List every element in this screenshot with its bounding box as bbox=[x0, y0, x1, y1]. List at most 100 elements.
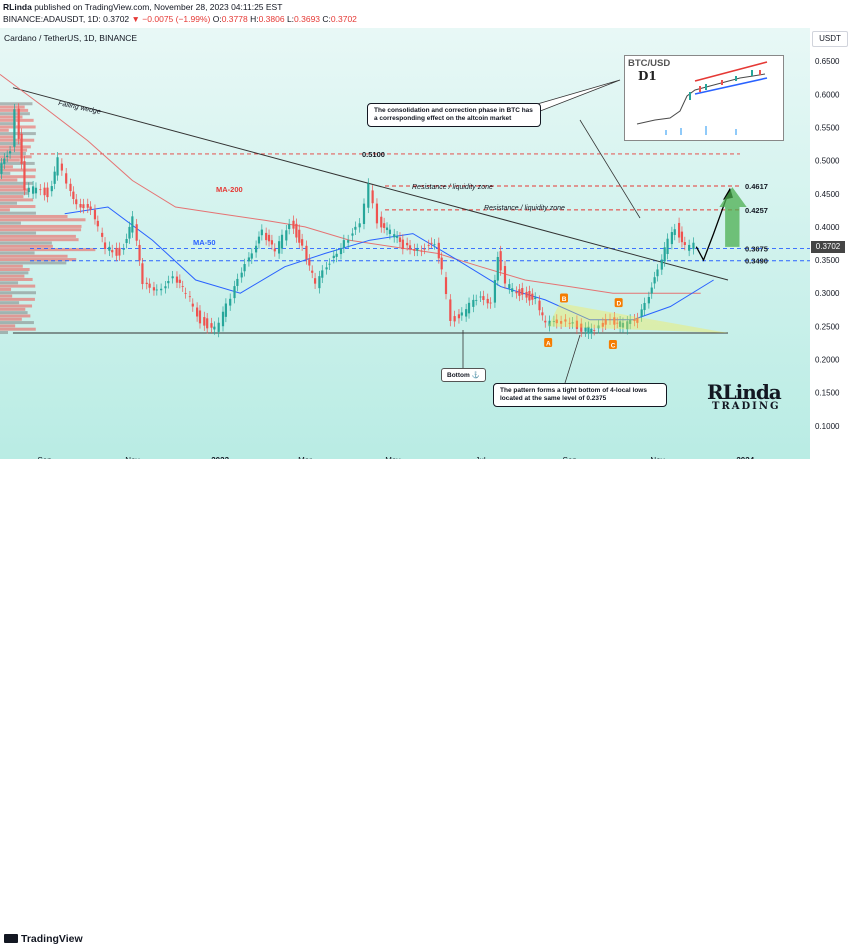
price-candle bbox=[670, 226, 673, 250]
price-candle bbox=[39, 183, 42, 196]
price-candle bbox=[683, 236, 686, 251]
candle-body bbox=[243, 264, 246, 272]
tradingview-mark-icon bbox=[4, 934, 18, 943]
inset-title: BTC/USD bbox=[628, 58, 671, 69]
price-candle bbox=[46, 182, 49, 203]
volume-profile-bar bbox=[0, 208, 10, 212]
price-candle bbox=[295, 218, 298, 243]
volume-profile-bar bbox=[0, 321, 34, 325]
candle-body bbox=[601, 322, 604, 327]
price-candle bbox=[398, 232, 402, 248]
price-candle bbox=[475, 294, 478, 306]
candle-body bbox=[34, 187, 38, 194]
candle-body bbox=[145, 282, 148, 285]
publish-header: RLinda published on TradingView.com, Nov… bbox=[0, 0, 850, 28]
candle-body bbox=[571, 322, 574, 324]
candle-body bbox=[413, 249, 416, 251]
candle-body bbox=[584, 327, 587, 332]
candle-body bbox=[53, 171, 56, 184]
price-candle bbox=[541, 307, 544, 321]
price-candle bbox=[351, 228, 354, 241]
price-candle bbox=[69, 178, 72, 197]
candle-body bbox=[206, 318, 209, 329]
price-candle bbox=[460, 307, 463, 321]
candle-body bbox=[13, 109, 16, 147]
publisher-name[interactable]: RLinda bbox=[3, 2, 32, 12]
candle-body bbox=[171, 276, 174, 279]
price-candle bbox=[135, 218, 138, 247]
candle-body bbox=[534, 297, 537, 299]
candle-body bbox=[332, 255, 335, 259]
close-value: 0.3702 bbox=[330, 14, 357, 24]
price-candle bbox=[548, 315, 551, 332]
note-pointer bbox=[579, 119, 641, 219]
price-candle bbox=[280, 229, 284, 254]
candle-body bbox=[328, 263, 331, 265]
candle-body bbox=[590, 328, 593, 334]
current-price-tag: 0.3702 bbox=[811, 240, 845, 253]
price-candle bbox=[60, 158, 63, 176]
price-candle bbox=[210, 317, 213, 334]
candle-body bbox=[280, 234, 284, 249]
inset-svg bbox=[636, 61, 768, 135]
price-candle bbox=[108, 241, 111, 257]
ma200-label: MA-200 bbox=[216, 185, 243, 194]
price-candle bbox=[188, 290, 192, 302]
volume-profile-bar bbox=[0, 254, 68, 258]
candle-body bbox=[408, 245, 412, 250]
volume-profile-bar bbox=[0, 211, 36, 215]
tradingview-logo[interactable]: TradingView bbox=[4, 933, 83, 945]
price-candle bbox=[437, 237, 440, 264]
price-candle bbox=[17, 103, 20, 145]
price-candle bbox=[440, 252, 443, 275]
candle-body bbox=[46, 187, 49, 198]
price-candle bbox=[175, 271, 179, 288]
currency-button[interactable]: USDT bbox=[812, 31, 848, 47]
price-candle bbox=[267, 229, 271, 247]
volume-profile-bar bbox=[0, 231, 37, 235]
candle-body bbox=[629, 319, 632, 324]
candle-body bbox=[8, 151, 12, 154]
price-candle bbox=[408, 240, 412, 255]
candle-body bbox=[86, 203, 89, 208]
candle-body bbox=[23, 161, 26, 190]
ma200-line bbox=[0, 73, 701, 294]
y-tick-label: 0.2500 bbox=[815, 322, 840, 331]
price-candle bbox=[633, 314, 636, 327]
point-marker-a bbox=[544, 337, 553, 347]
price-candle bbox=[111, 244, 114, 258]
volume-profile-bar bbox=[0, 221, 21, 225]
candle-body bbox=[647, 296, 650, 304]
volume-profile-bar bbox=[0, 264, 23, 268]
price-candle bbox=[203, 311, 206, 331]
candle-body bbox=[616, 322, 619, 324]
price-candle bbox=[254, 240, 258, 258]
price-candle bbox=[383, 217, 386, 234]
candle-body bbox=[465, 309, 468, 317]
volume-profile-bar bbox=[0, 171, 11, 175]
price-candle bbox=[534, 292, 537, 305]
candle-body bbox=[79, 204, 82, 208]
candle-body bbox=[141, 263, 144, 285]
price-candle bbox=[616, 317, 619, 329]
candle-body bbox=[321, 270, 324, 278]
price-candle bbox=[31, 181, 35, 200]
candle-body bbox=[518, 289, 521, 296]
price-candle bbox=[240, 267, 243, 283]
candle-body bbox=[267, 234, 271, 242]
price-candle bbox=[181, 280, 184, 292]
wedge-upper-line bbox=[12, 87, 729, 281]
y-tick-label: 0.1000 bbox=[815, 422, 840, 431]
price-candle bbox=[292, 215, 295, 234]
price-candle bbox=[86, 198, 89, 214]
y-tick-label: 0.3500 bbox=[815, 256, 840, 265]
inset-timeframe: D1 bbox=[638, 69, 657, 83]
chart-svg: 0.6500 0.6000 0.5500 0.5000 0.4500 0.4000 0.35… bbox=[0, 57, 840, 465]
candle-body bbox=[308, 259, 311, 266]
price-candle bbox=[499, 245, 502, 276]
volume-profile-bar bbox=[0, 161, 35, 165]
candle-body bbox=[155, 289, 158, 291]
price-candle bbox=[647, 291, 650, 309]
price-candle bbox=[453, 310, 456, 327]
price-candle bbox=[680, 226, 684, 248]
